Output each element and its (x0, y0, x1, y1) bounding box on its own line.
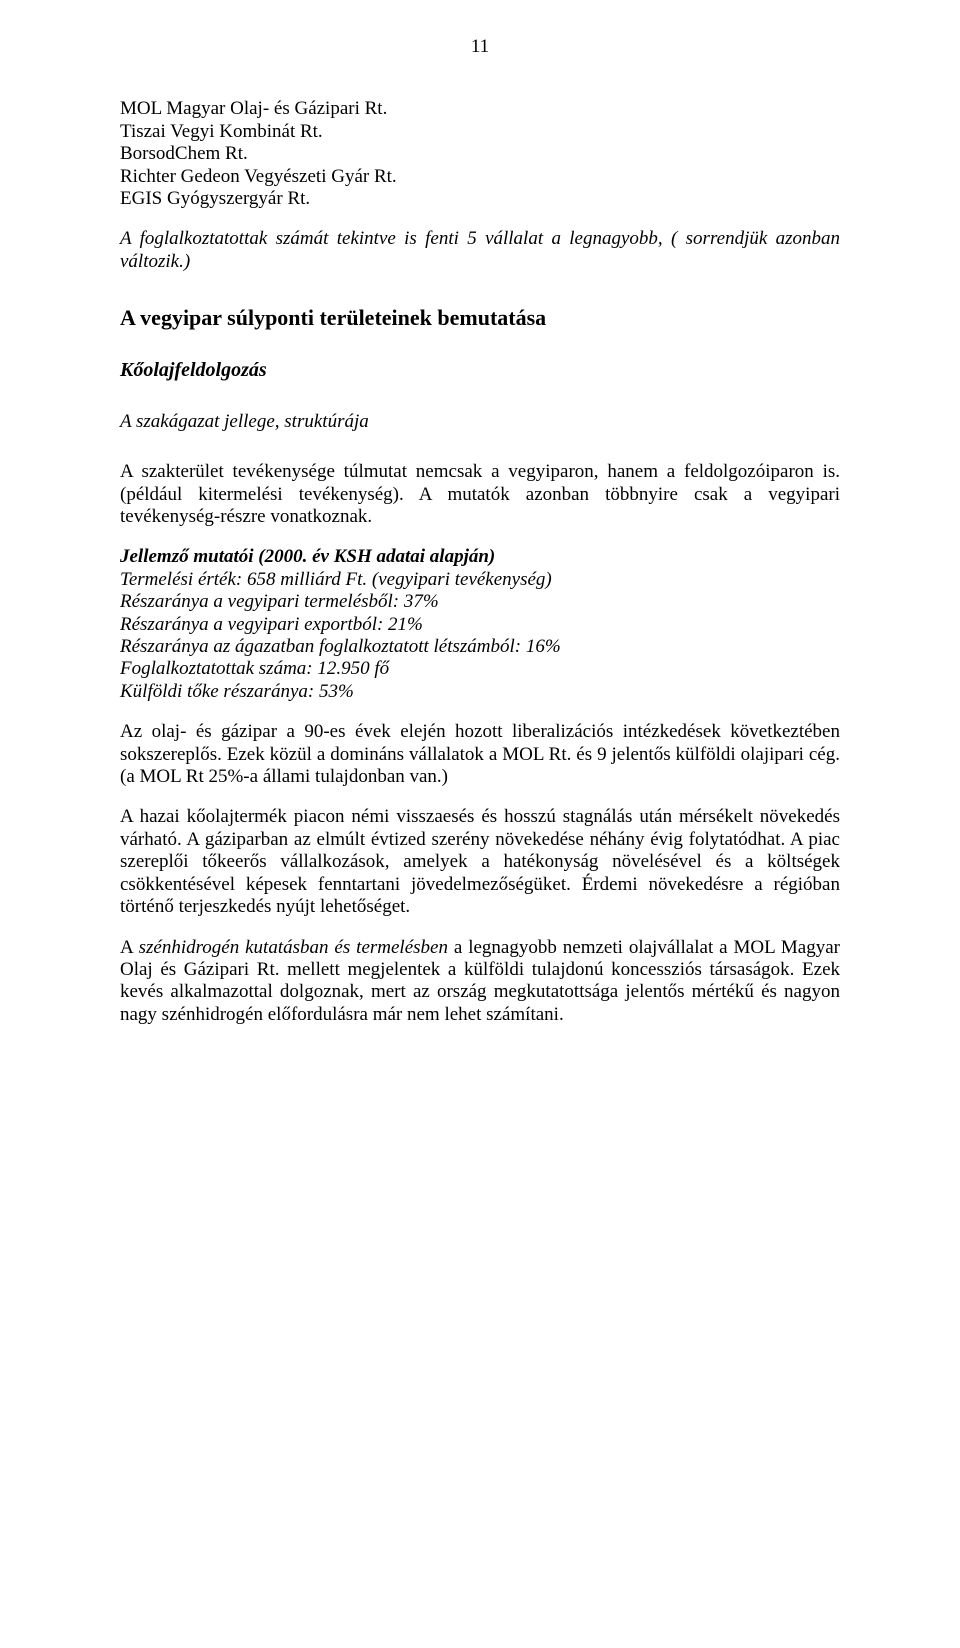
body-paragraph: A szénhidrogén kutatásban és termelésben… (120, 937, 840, 1027)
subsubsection-heading: A szakágazat jellege, struktúrája (120, 411, 840, 433)
company-line: Richter Gedeon Vegyészeti Gyár Rt. (120, 166, 840, 188)
company-line: Tiszai Vegyi Kombinát Rt. (120, 121, 840, 143)
stats-block: Jellemző mutatói (2000. év KSH adatai al… (120, 546, 840, 703)
company-line: BorsodChem Rt. (120, 143, 840, 165)
document-page: 11 MOL Magyar Olaj- és Gázipari Rt. Tisz… (0, 0, 960, 1648)
body4-prefix: A (120, 937, 139, 958)
company-line: MOL Magyar Olaj- és Gázipari Rt. (120, 98, 840, 120)
body-paragraph: A hazai kőolajtermék piacon némi visszae… (120, 806, 840, 918)
company-list: MOL Magyar Olaj- és Gázipari Rt. Tiszai … (120, 98, 840, 210)
body-paragraph: Az olaj- és gázipar a 90-es évek elején … (120, 721, 840, 788)
body-paragraph: A szakterület tevékenysége túlmutat nemc… (120, 461, 840, 528)
stats-line: Termelési érték: 658 milliárd Ft. (vegyi… (120, 569, 840, 591)
stats-title: Jellemző mutatói (2000. év KSH adatai al… (120, 546, 840, 568)
stats-line: Foglalkoztatottak száma: 12.950 fő (120, 658, 840, 680)
stats-line: Külföldi tőke részaránya: 53% (120, 681, 840, 703)
page-number: 11 (120, 36, 840, 58)
body4-italic: szénhidrogén kutatásban és termelésben (139, 937, 448, 958)
subsection-heading: Kőolajfeldolgozás (120, 359, 840, 383)
company-note: A foglalkoztatottak számát tekintve is f… (120, 228, 840, 273)
stats-line: Részaránya az ágazatban foglalkoztatott … (120, 636, 840, 658)
section-heading: A vegyipar súlyponti területeinek bemuta… (120, 305, 840, 331)
stats-line: Részaránya a vegyipari termelésből: 37% (120, 591, 840, 613)
stats-line: Részaránya a vegyipari exportból: 21% (120, 614, 840, 636)
company-line: EGIS Gyógyszergyár Rt. (120, 188, 840, 210)
